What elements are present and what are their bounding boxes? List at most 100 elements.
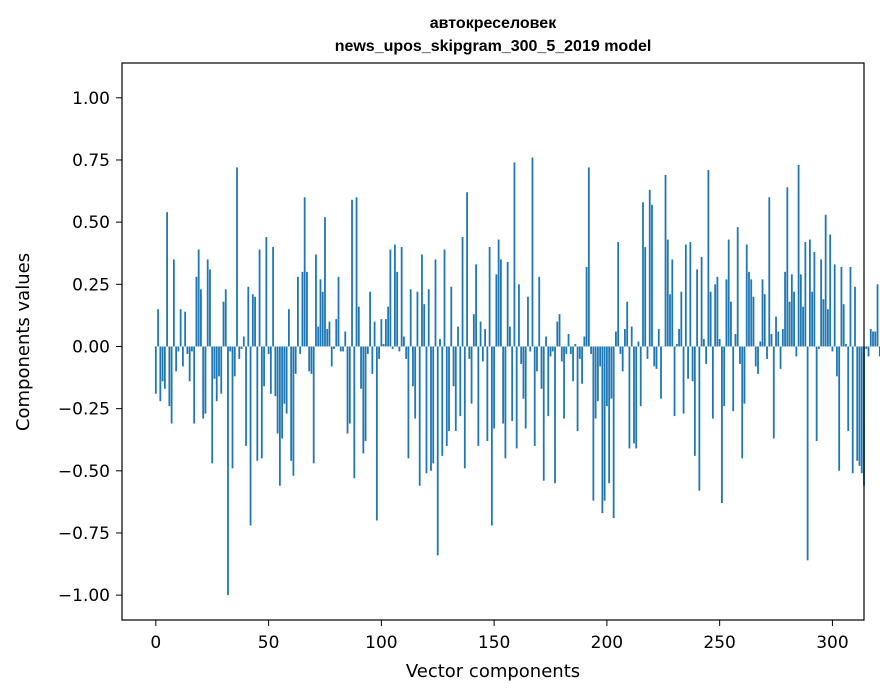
bar-57 xyxy=(283,346,286,404)
bar-166 xyxy=(529,346,532,352)
bar-217 xyxy=(644,247,647,347)
bar-176 xyxy=(551,346,554,352)
bar-253 xyxy=(725,279,728,347)
bar-116 xyxy=(416,291,419,347)
bar-35 xyxy=(233,346,236,377)
bar-124 xyxy=(434,259,437,347)
bar-137 xyxy=(463,346,466,469)
bar-305 xyxy=(842,304,845,347)
bar-183 xyxy=(567,334,570,347)
y-tick-label: −0.75 xyxy=(58,524,110,544)
bar-101 xyxy=(382,343,385,347)
bar-8 xyxy=(172,259,175,347)
bar-38 xyxy=(240,346,243,349)
bar-14 xyxy=(186,346,189,354)
bar-31 xyxy=(224,289,227,347)
bar-256 xyxy=(732,346,735,412)
bar-210 xyxy=(628,346,631,449)
bar-241 xyxy=(698,346,701,491)
bar-230 xyxy=(673,346,676,417)
bar-262 xyxy=(745,244,748,347)
bar-139 xyxy=(468,346,471,359)
bar-193 xyxy=(590,346,592,354)
bar-77 xyxy=(328,321,331,347)
bar-81 xyxy=(337,276,340,347)
x-tick-label: 250 xyxy=(703,633,735,653)
bar-233 xyxy=(680,291,683,347)
bar-46 xyxy=(258,249,261,347)
bar-27 xyxy=(215,346,218,402)
bar-215 xyxy=(639,346,642,407)
bar-series xyxy=(154,157,880,596)
bar-130 xyxy=(448,346,450,432)
bar-62 xyxy=(294,346,297,374)
bar-22 xyxy=(204,346,207,414)
bar-285 xyxy=(797,164,800,347)
bar-12 xyxy=(181,346,184,367)
bar-136 xyxy=(461,237,464,347)
bar-92 xyxy=(362,346,365,454)
bar-64 xyxy=(299,346,302,354)
bar-160 xyxy=(515,346,518,449)
bar-120 xyxy=(425,346,428,474)
bar-63 xyxy=(297,276,299,347)
bar-172 xyxy=(542,346,545,481)
bar-283 xyxy=(793,291,795,347)
bar-97 xyxy=(373,321,376,347)
bar-308 xyxy=(849,266,852,347)
bar-76 xyxy=(326,329,329,347)
bar-87 xyxy=(351,199,353,347)
bar-278 xyxy=(781,329,784,347)
bar-309 xyxy=(851,346,854,474)
bar-156 xyxy=(506,261,509,347)
bar-173 xyxy=(545,336,547,347)
bar-204 xyxy=(615,331,617,347)
bar-44 xyxy=(254,296,256,347)
bar-287 xyxy=(802,306,804,347)
bar-281 xyxy=(788,301,791,347)
bar-37 xyxy=(238,346,241,359)
bar-131 xyxy=(450,286,453,347)
bar-196 xyxy=(596,346,599,402)
bar-238 xyxy=(691,346,694,382)
bar-165 xyxy=(527,296,529,347)
bar-277 xyxy=(779,346,782,369)
bar-220 xyxy=(651,204,653,347)
bar-127 xyxy=(441,346,444,456)
y-tick-label: 0.00 xyxy=(72,337,110,357)
bar-255 xyxy=(730,301,732,347)
bar-263 xyxy=(748,271,750,347)
bar-187 xyxy=(576,346,579,432)
bar-113 xyxy=(409,289,412,347)
bar-227 xyxy=(666,239,669,347)
x-tick-label: 150 xyxy=(478,633,510,653)
bar-112 xyxy=(407,346,410,459)
bar-296 xyxy=(822,299,825,347)
bar-123 xyxy=(432,346,435,464)
bar-36 xyxy=(236,167,238,347)
bar-307 xyxy=(847,346,850,432)
bar-205 xyxy=(617,242,620,347)
bar-214 xyxy=(637,341,640,347)
bar-133 xyxy=(454,346,457,432)
bar-319 xyxy=(874,331,877,347)
bar-246 xyxy=(709,291,712,347)
bar-211 xyxy=(630,326,633,347)
bar-228 xyxy=(669,294,671,347)
bar-284 xyxy=(795,346,798,357)
bar-1 xyxy=(157,309,159,347)
bar-237 xyxy=(689,242,692,347)
bar-218 xyxy=(646,346,649,359)
bar-153 xyxy=(499,259,502,347)
bar-15 xyxy=(188,346,191,382)
bar-154 xyxy=(502,346,505,424)
bar-200 xyxy=(605,346,608,407)
bar-9 xyxy=(175,346,178,372)
bar-157 xyxy=(509,326,511,347)
bar-52 xyxy=(272,247,274,347)
bar-49 xyxy=(265,237,268,347)
bar-11 xyxy=(179,309,182,347)
bar-212 xyxy=(633,346,635,444)
bar-170 xyxy=(538,276,541,347)
